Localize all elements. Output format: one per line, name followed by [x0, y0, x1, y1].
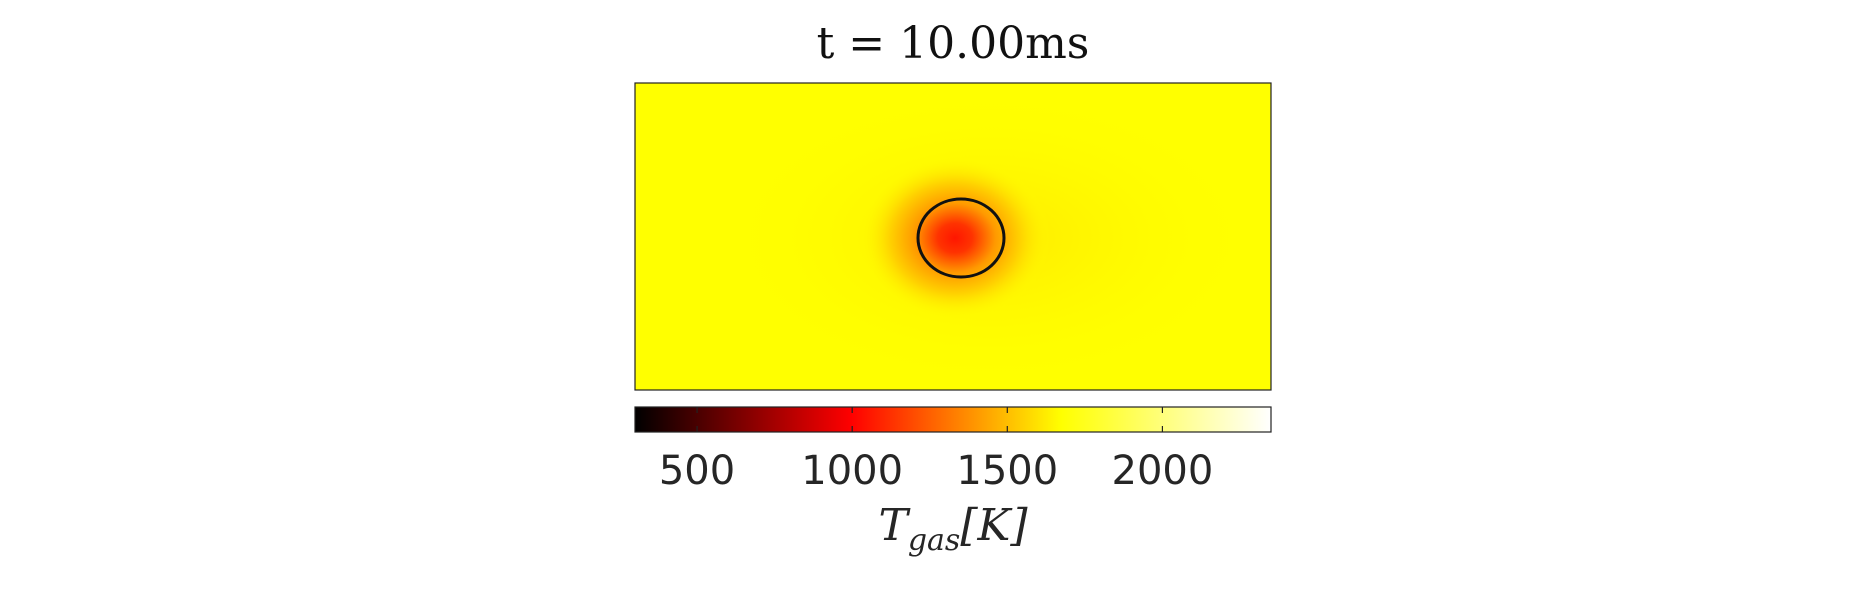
colorbar-tick-label: 1500: [956, 448, 1058, 494]
colorbar-label-sub: gas: [908, 523, 961, 558]
colorbar-ticks: 500 1000 1500 2000: [659, 407, 1213, 494]
colorbar-label-rest: [K]: [960, 500, 1028, 551]
colorbar: 500 1000 1500 2000 Tgas[K]: [634, 406, 1272, 558]
colorbar-label-main: T: [878, 500, 911, 551]
heatmap-plot: [634, 82, 1272, 391]
heatmap-hotspot: [859, 156, 1051, 320]
colorbar-tick-label: 500: [659, 448, 735, 494]
colorbar-tick-label: 1000: [801, 448, 903, 494]
hotspot-contour: [916, 197, 1006, 279]
colorbar-label: Tgas[K]: [878, 500, 1028, 558]
colorbar-tick-label: 2000: [1112, 448, 1214, 494]
chart-title: t = 10.00ms: [817, 18, 1090, 69]
plot-frame: [634, 82, 1272, 391]
colorbar-bar: [634, 406, 1272, 433]
